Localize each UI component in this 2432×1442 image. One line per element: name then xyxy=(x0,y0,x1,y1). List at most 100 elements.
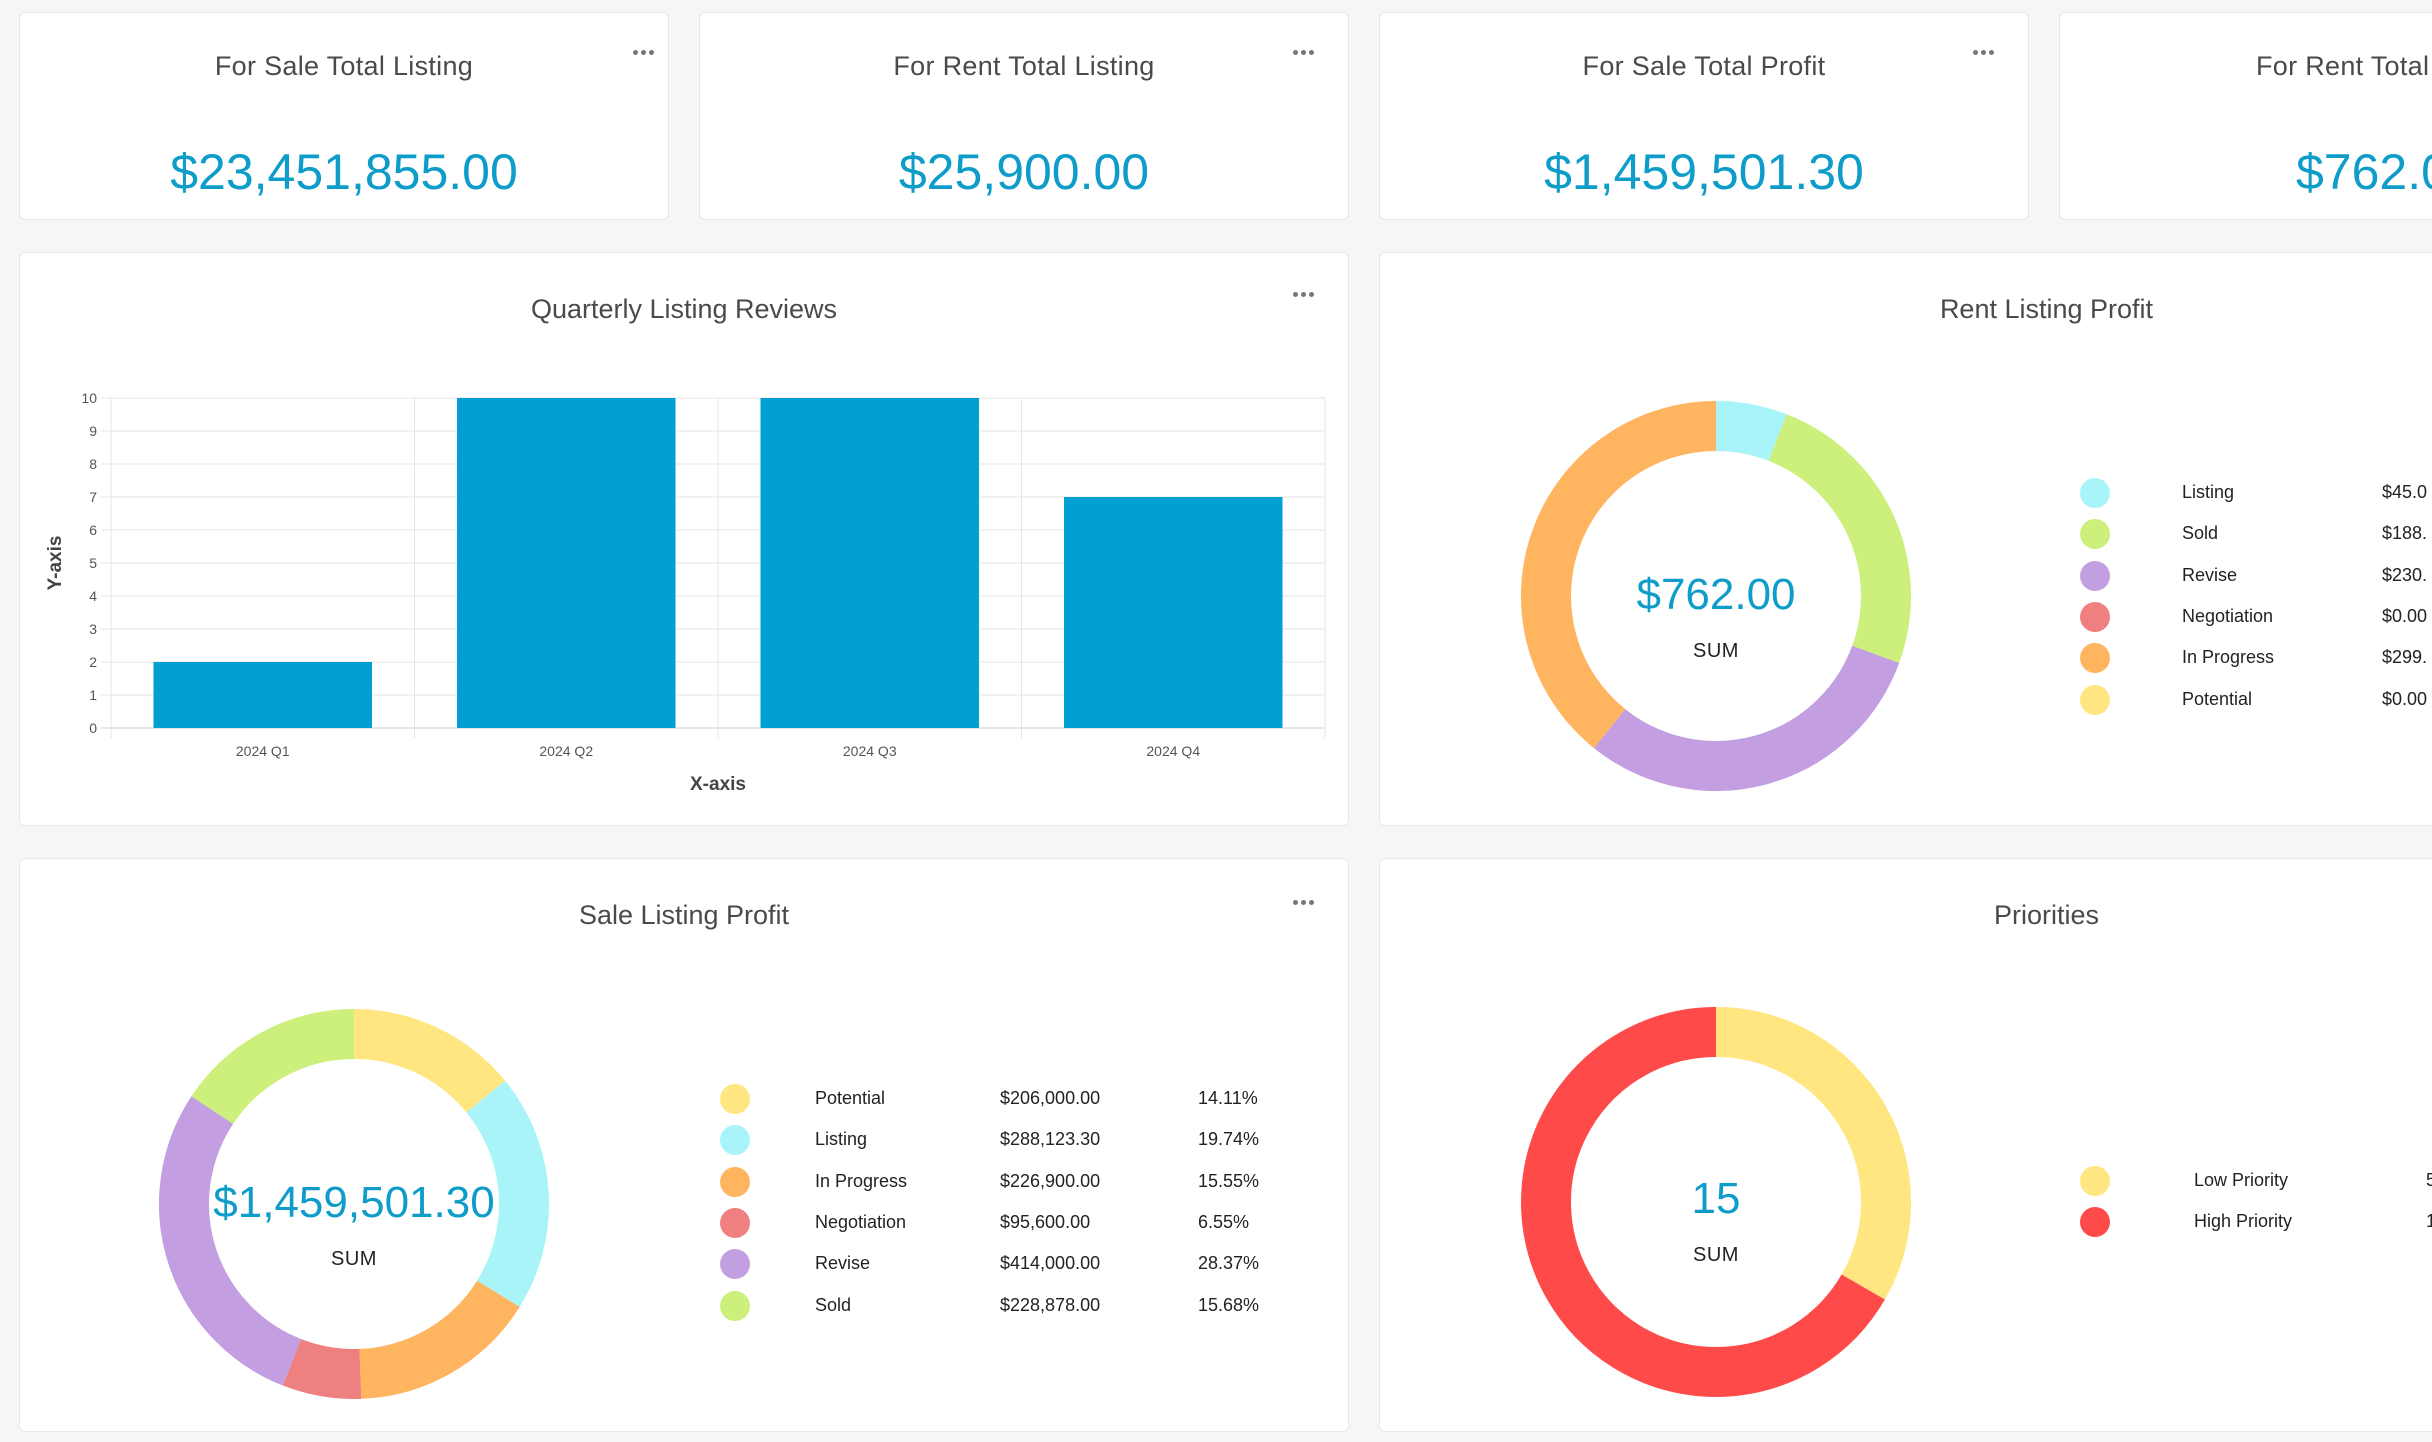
sale-slice-negotiation xyxy=(282,1338,362,1399)
stat-card-sale-profit: For Sale Total Profit $1,459,501.30 xyxy=(1379,12,2029,220)
legend-item[interactable]: Potential $0.00 xyxy=(2080,684,2432,715)
legend-label: High Priority xyxy=(2194,1211,2293,1232)
legend-value: 1 xyxy=(2426,1211,2432,1232)
priority-slice-low-priority xyxy=(1715,1007,1911,1300)
bar-2024-q2 xyxy=(456,398,676,728)
legend-item[interactable]: Listing $45.0 xyxy=(2080,478,2432,508)
legend-swatch xyxy=(2080,601,2110,632)
stat-value: $25,900.00 xyxy=(898,144,1150,200)
priorities-sum-label: SUM xyxy=(1693,1244,1739,1266)
legend-percent: 19.74% xyxy=(1198,1129,1260,1150)
stat-value: $1,459,501.30 xyxy=(1544,144,1864,200)
stat-card-sale-listing: For Sale Total Listing $23,451,855.00 xyxy=(19,12,669,220)
stat-title: For Rent Total Listing xyxy=(893,51,1155,81)
legend-item[interactable]: Potential $206,000.00 14.11% xyxy=(720,1084,1260,1114)
legend-value: $288,123.30 xyxy=(1000,1129,1101,1150)
x-tick-label: 2024 Q3 xyxy=(843,743,897,759)
legend-item[interactable]: Low Priority 5 xyxy=(2080,1166,2432,1196)
quarterly-bar-chart: 0 1 2 3 4 5 6 7 8 9 10 2024 Q1 2024 Q2 2024 Q3 2024 Q4… xyxy=(45,390,1326,795)
priority-slice-high-priority xyxy=(1521,1007,1885,1397)
y-tick-label: 10 xyxy=(81,390,97,406)
legend-swatch xyxy=(2080,1207,2110,1238)
sale-sum-label: SUM xyxy=(331,1248,377,1270)
legend-swatch xyxy=(2080,560,2110,591)
legend-item[interactable]: Sold $188. xyxy=(2080,519,2432,550)
more-options-icon[interactable] xyxy=(1291,285,1315,303)
rent-donut-chart xyxy=(1521,401,1911,791)
more-options-icon[interactable] xyxy=(631,43,655,61)
x-tick-label: 2024 Q4 xyxy=(1146,743,1200,759)
y-tick-label: 3 xyxy=(89,621,97,637)
x-tick-label: 2024 Q2 xyxy=(539,743,593,759)
sale-slice-listing xyxy=(466,1080,549,1307)
legend-item[interactable]: High Priority 1 xyxy=(2080,1207,2432,1238)
legend-label: Negotiation xyxy=(815,1211,907,1232)
legend-item[interactable]: In Progress $226,900.00 15.55% xyxy=(720,1166,1260,1197)
sale-profit-title: Sale Listing Profit xyxy=(578,900,790,930)
legend-label: Sold xyxy=(2182,523,2219,544)
y-tick-label: 4 xyxy=(89,588,97,604)
legend-swatch xyxy=(2080,643,2110,674)
legend-swatch xyxy=(720,1166,750,1197)
legend-percent: 14.11% xyxy=(1198,1088,1258,1108)
rent-sum-value: $762.00 xyxy=(1636,570,1796,619)
bar-2024-q4 xyxy=(1063,497,1283,728)
legend-swatch xyxy=(720,1207,750,1238)
legend-label: Revise xyxy=(815,1253,871,1274)
legend-swatch xyxy=(720,1249,750,1280)
legend-item[interactable]: In Progress $299. xyxy=(2080,643,2432,674)
y-axis-label: Y-axis xyxy=(45,536,66,591)
priorities-donut-chart xyxy=(1521,1007,1911,1397)
legend-percent: 15.68% xyxy=(1198,1294,1260,1315)
stat-card-rent-listing: For Rent Total Listing $25,900.00 xyxy=(699,12,1349,220)
legend-swatch xyxy=(720,1084,750,1114)
legend-swatch xyxy=(2080,684,2110,715)
x-axis-label: X-axis xyxy=(690,774,746,795)
rent-slice-revise xyxy=(1593,645,1900,791)
rent-sum-label: SUM xyxy=(1693,640,1739,662)
legend-label: Potential xyxy=(815,1088,886,1108)
legend-percent: 15.55% xyxy=(1198,1170,1260,1191)
priorities-title: Priorities xyxy=(1993,900,2100,930)
more-options-icon[interactable] xyxy=(1971,43,1995,61)
legend-swatch xyxy=(720,1125,750,1156)
legend-label: In Progress xyxy=(2182,647,2275,668)
legend-swatch xyxy=(2080,519,2110,550)
stat-title: For Rent Total xyxy=(2256,51,2430,81)
more-options-icon[interactable] xyxy=(1291,43,1315,61)
rent-slice-sold xyxy=(1768,414,1911,663)
legend-item[interactable]: Sold $228,878.00 15.68% xyxy=(720,1290,1260,1321)
legend-value: $0.00 xyxy=(2382,605,2428,626)
legend-item[interactable]: Negotiation $0.00 xyxy=(2080,601,2432,632)
legend-value: $0.00 xyxy=(2382,688,2428,709)
legend-item[interactable]: Revise $230. xyxy=(2080,560,2432,591)
legend-value: $230. xyxy=(2382,564,2428,585)
legend-label: Negotiation xyxy=(2182,605,2274,626)
stat-value: $762.0 xyxy=(2296,144,2432,200)
legend-item[interactable]: Negotiation $95,600.00 6.55% xyxy=(720,1207,1260,1238)
y-tick-label: 0 xyxy=(89,720,97,736)
quarterly-reviews-title: Quarterly Listing Reviews xyxy=(530,294,838,324)
legend-item[interactable]: Revise $414,000.00 28.37% xyxy=(720,1249,1260,1280)
legend-item[interactable]: Listing $288,123.30 19.74% xyxy=(720,1125,1260,1156)
legend-percent: 6.55% xyxy=(1198,1211,1250,1232)
stat-card-rent-profit: For Rent Total $762.0 xyxy=(2059,12,2432,220)
legend-value: $414,000.00 xyxy=(1000,1253,1101,1274)
bar-2024-q3 xyxy=(760,398,980,728)
sale-donut-chart xyxy=(159,1009,549,1399)
legend-label: Potential xyxy=(2182,688,2253,709)
rent-slice-listing xyxy=(1715,401,1787,462)
stat-title: For Sale Total Profit xyxy=(1582,51,1826,81)
more-options-icon[interactable] xyxy=(1291,893,1315,911)
legend-value: $45.0 xyxy=(2382,482,2428,502)
sale-slice-in-progress xyxy=(358,1280,520,1399)
legend-value: $188. xyxy=(2382,523,2428,544)
legend-swatch xyxy=(2080,478,2110,508)
sale-sum-value: $1,459,501.30 xyxy=(213,1178,495,1227)
legend-swatch xyxy=(720,1290,750,1321)
legend-value: 5 xyxy=(2426,1170,2432,1190)
y-tick-label: 2 xyxy=(89,654,97,670)
y-tick-label: 8 xyxy=(89,456,97,472)
legend-value: $206,000.00 xyxy=(1000,1088,1101,1108)
y-tick-label: 5 xyxy=(89,555,97,571)
